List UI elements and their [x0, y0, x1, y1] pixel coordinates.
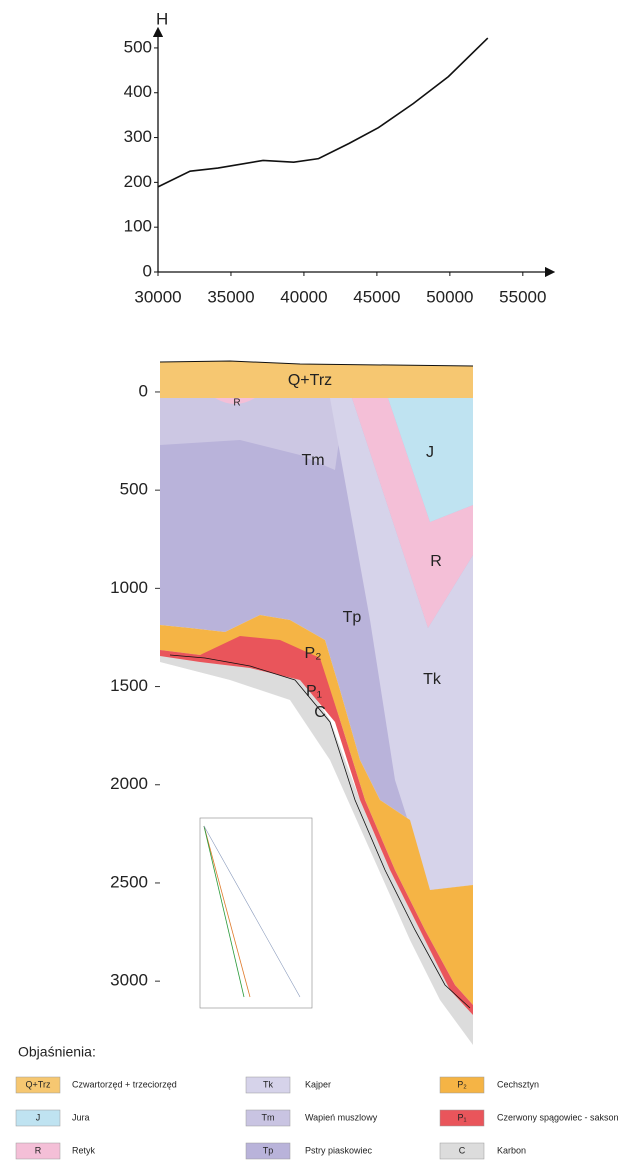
legend-code: Tp — [263, 1145, 274, 1155]
legend-code: R — [35, 1145, 42, 1155]
layer-label: P₂ — [305, 645, 322, 662]
legend-code: C — [459, 1145, 466, 1155]
legend-code: P₁ — [457, 1112, 466, 1122]
depth-tick-label: 3000 — [110, 971, 148, 990]
page: H 01002003004005003000035000400004500050… — [0, 0, 644, 1171]
layer-label: C — [314, 704, 326, 721]
y-tick-label: 500 — [124, 37, 152, 56]
x-tick-label: 40000 — [280, 287, 327, 306]
legend-code: Q+Trz — [26, 1079, 51, 1089]
x-tick-label: 50000 — [426, 287, 473, 306]
legend-name: Wapień muszlowy — [305, 1112, 378, 1122]
inset-plot — [200, 818, 312, 1008]
legend-title: Objaśnienia: — [18, 1044, 96, 1060]
x-tick-label: 30000 — [134, 287, 181, 306]
legend-name: Cechsztyn — [497, 1079, 539, 1089]
legend-name: Czerwony spągowiec - sakson — [497, 1112, 619, 1122]
layer-label: Tm — [301, 452, 324, 469]
legend-name: Retyk — [72, 1145, 96, 1155]
y-tick-label: 100 — [124, 217, 152, 236]
layer-label: Q+Trz — [288, 372, 332, 389]
legend-name: Kajper — [305, 1079, 331, 1089]
y-tick-label: 200 — [124, 172, 152, 191]
depth-tick-label: 2500 — [110, 872, 148, 891]
x-tick-label: 55000 — [499, 287, 546, 306]
x-tick-label: 35000 — [207, 287, 254, 306]
y-axis-label: H — [156, 9, 168, 28]
legend-name: Czwartorzęd + trzeciorzęd — [72, 1079, 177, 1089]
depth-tick-label: 1500 — [110, 676, 148, 695]
x-tick-label: 45000 — [353, 287, 400, 306]
legend-name: Pstry piaskowiec — [305, 1145, 373, 1155]
y-tick-label: 300 — [124, 127, 152, 146]
legend-code: J — [36, 1112, 41, 1122]
legend-name: Karbon — [497, 1145, 526, 1155]
layer-label: P₁ — [306, 683, 322, 700]
y-tick-label: 400 — [124, 82, 152, 101]
layer-label: R — [233, 398, 240, 409]
depth-tick-label: 2000 — [110, 774, 148, 793]
figure: H 01002003004005003000035000400004500050… — [0, 0, 644, 1171]
layer-label: Tp — [343, 609, 362, 626]
legend-code: Tk — [263, 1079, 273, 1089]
depth-tick-label: 500 — [120, 480, 148, 499]
data-line — [158, 38, 488, 187]
y-tick-label: 0 — [143, 261, 152, 280]
depth-tick-label: 0 — [139, 381, 148, 400]
legend-code: Tm — [262, 1112, 275, 1122]
legend-code: P₂ — [457, 1079, 467, 1089]
layer-label: R — [430, 553, 442, 570]
legend-name: Jura — [72, 1112, 90, 1122]
layer-label: J — [426, 444, 434, 461]
depth-tick-label: 1000 — [110, 578, 148, 597]
layer-label: Tk — [423, 671, 442, 688]
